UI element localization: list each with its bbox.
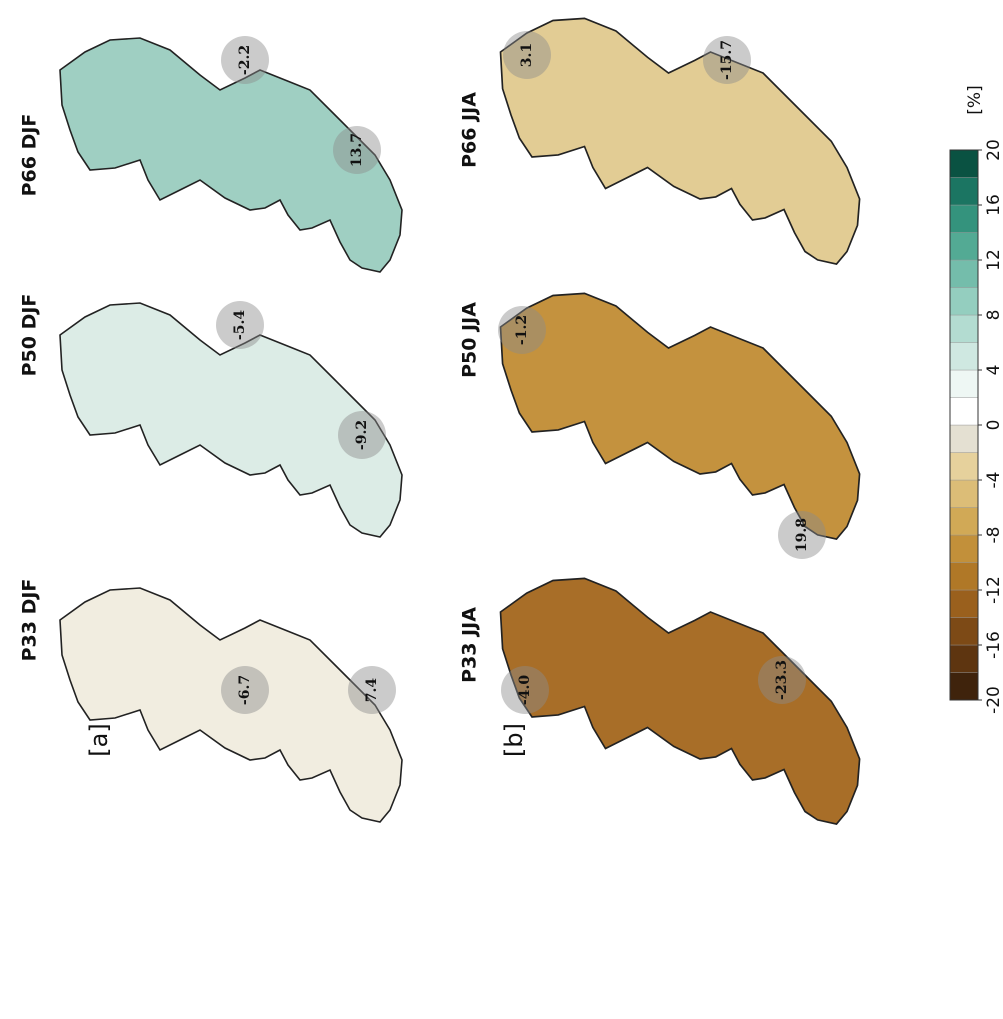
colorbar-tick-label: 16 xyxy=(984,194,1003,216)
colorbar-tick-label: -12 xyxy=(984,576,1003,604)
annotation-value: 13.7 xyxy=(349,133,365,167)
annotation-value: 3.1 xyxy=(519,43,535,67)
map-title: P66 DJF xyxy=(19,114,41,197)
map-title: P33 JJA xyxy=(459,607,481,683)
colorbar-segment xyxy=(950,645,978,673)
colorbar-segment xyxy=(950,178,978,206)
colorbar-label: [%] xyxy=(965,85,985,114)
colorbar-segment xyxy=(950,398,978,426)
colorbar-segment xyxy=(950,260,978,288)
colorbar-segment xyxy=(950,563,978,591)
colorbar-tick-label: -16 xyxy=(984,631,1003,659)
annotation-value: -1.2 xyxy=(514,315,530,345)
colorbar-tick-label: -20 xyxy=(984,686,1003,714)
map-region xyxy=(501,578,860,824)
annotation-value: -4.0 xyxy=(517,675,533,705)
map-title: P66 JJA xyxy=(459,92,481,168)
annotation-value: -15.7 xyxy=(719,40,735,80)
colorbar-segment xyxy=(950,343,978,371)
map-region xyxy=(501,293,860,539)
colorbar-tick-label: -8 xyxy=(984,527,1003,544)
panel-label: [b] xyxy=(500,723,528,757)
map-region xyxy=(501,18,860,264)
colorbar-segment xyxy=(950,370,978,398)
map-title: P33 DJF xyxy=(19,579,41,662)
colorbar-segment xyxy=(950,508,978,536)
colorbar-segment xyxy=(950,315,978,343)
panel-label: [a] xyxy=(85,723,113,756)
colorbar-tick-label: 4 xyxy=(984,365,1003,376)
figure: [a] P33 DJF -6.7 7.4 P50 DJF -5.4 -9.2 P66 DJF -… xyxy=(0,0,1003,1019)
annotation-value: 19.8 xyxy=(794,518,810,552)
colorbar-tick-label: 12 xyxy=(984,249,1003,271)
colorbar-segment xyxy=(950,590,978,618)
colorbar-segment xyxy=(950,425,978,453)
colorbar-segment xyxy=(950,453,978,481)
map-title: P50 DJF xyxy=(19,294,41,377)
annotation-value: -9.2 xyxy=(354,420,370,450)
colorbar-segment xyxy=(950,618,978,646)
annotation-value: -6.7 xyxy=(237,675,253,705)
colorbar-tick-label: -4 xyxy=(984,472,1003,489)
colorbar-tick-label: 8 xyxy=(984,310,1003,321)
annotation-value: -2.2 xyxy=(237,45,253,75)
colorbar-segment xyxy=(950,205,978,233)
colorbar-tick-label: 20 xyxy=(984,139,1003,161)
annotation-value: 7.4 xyxy=(364,678,380,703)
annotation-value: -23.3 xyxy=(774,660,790,700)
colorbar-segment xyxy=(950,480,978,508)
colorbar-tick-label: 0 xyxy=(984,420,1003,431)
colorbar-segment xyxy=(950,673,978,701)
colorbar-segment xyxy=(950,233,978,261)
colorbar-segment xyxy=(950,288,978,316)
map-title: P50 JJA xyxy=(459,302,481,378)
annotation-value: -5.4 xyxy=(232,310,248,340)
colorbar-segment xyxy=(950,150,978,178)
colorbar-segment xyxy=(950,535,978,563)
